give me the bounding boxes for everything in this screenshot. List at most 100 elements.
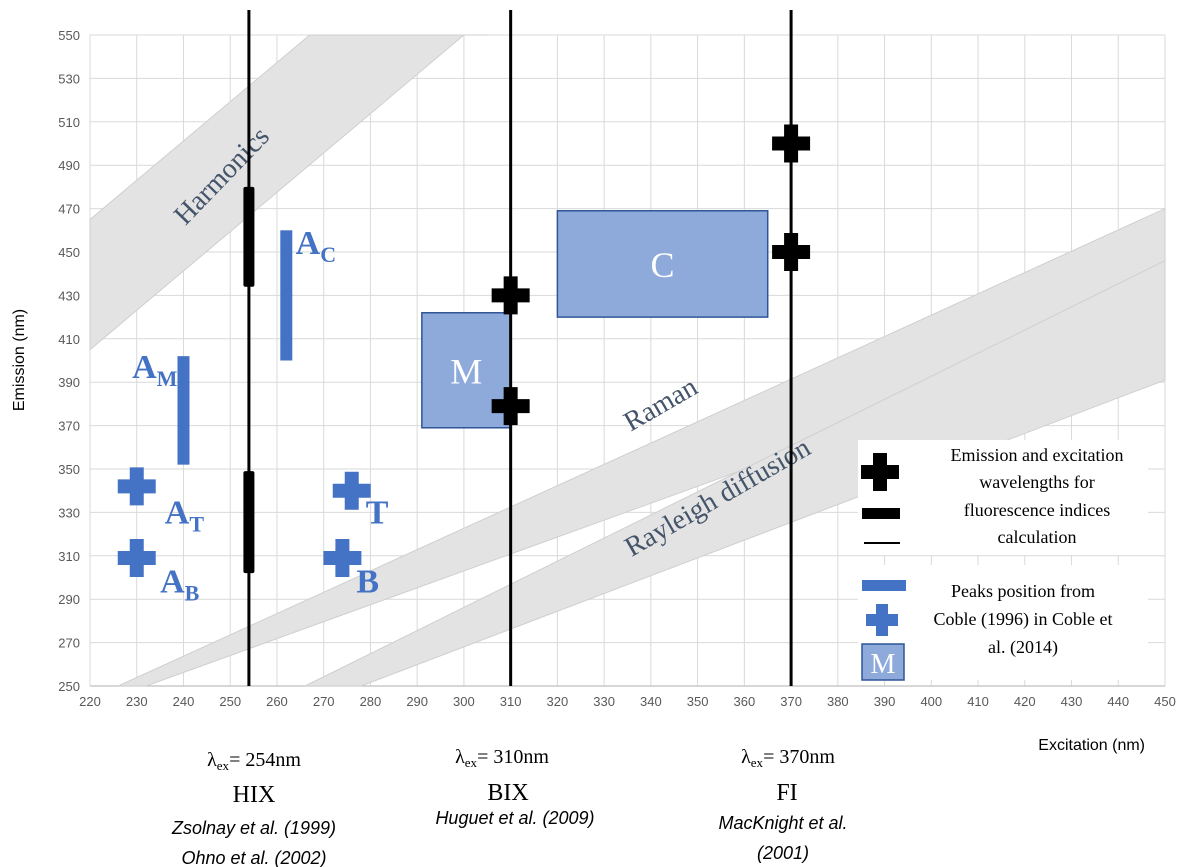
- y-tick-label-430: 430: [58, 288, 80, 303]
- peak-at-cross: [117, 467, 156, 506]
- y-tick-label-250: 250: [58, 679, 80, 694]
- caption-hix-ref1: Zsolnay et al. (1999): [171, 818, 336, 838]
- peak-boxes: MC: [421, 210, 769, 429]
- hix-lambda-value: = 254nm: [229, 749, 301, 771]
- x-tick-label-310: 310: [500, 694, 522, 709]
- x-tick-label-270: 270: [313, 694, 335, 709]
- label-am-main: A: [132, 349, 157, 386]
- x-tick-label-220: 220: [79, 694, 101, 709]
- hix-lambda-sub: ex: [217, 758, 230, 773]
- index-lines: [247, 10, 793, 686]
- x-tick-label-450: 450: [1154, 694, 1176, 709]
- caption-hix-ref2: Ohno et al. (2002): [181, 848, 326, 867]
- fi-cross-450: [772, 233, 811, 271]
- legend-item2-line3: al. (2014): [988, 637, 1058, 658]
- caption-fi-ref1: MacKnight et al.: [718, 813, 847, 833]
- caption-fi-index: FI: [776, 780, 797, 806]
- fi-lambda-symbol: λ: [741, 746, 751, 768]
- y-tick-label-310: 310: [58, 549, 80, 564]
- x-tick-label-360: 360: [733, 694, 755, 709]
- y-tick-label-370: 370: [58, 419, 80, 434]
- peak-am-bar: [177, 356, 190, 465]
- fi-lambda-value: = 370nm: [763, 746, 835, 768]
- legend-peak-bar-icon: [862, 580, 906, 591]
- x-tick-label-240: 240: [173, 694, 195, 709]
- label-b-main: B: [356, 564, 379, 601]
- x-tick-label-300: 300: [453, 694, 475, 709]
- caption-bix-index: BIX: [487, 780, 528, 806]
- y-tick-label-390: 390: [58, 375, 80, 390]
- bix-lambda-sub: ex: [465, 755, 478, 770]
- legend-cross-icon: [861, 453, 899, 491]
- caption-hix-lambda: λex= 254nm: [207, 749, 301, 773]
- x-axis-ticks: 220 230 240 250 260 270 280 290 300 310 320 330 340 3…: [79, 694, 1176, 709]
- legend: Emission and excitation wavelengths for …: [858, 440, 1148, 681]
- legend-peak-cross-icon: [866, 604, 898, 636]
- bix-cross-430: [491, 276, 530, 315]
- peak-c-box-label: C: [651, 245, 675, 285]
- y-tick-label-510: 510: [58, 115, 80, 130]
- label-ab: AB: [160, 564, 200, 606]
- legend-item1-line4: calculation: [998, 527, 1077, 547]
- label-b: B: [356, 564, 379, 601]
- caption-fi-ref2: (2001): [757, 843, 809, 863]
- peak-bars: [177, 230, 293, 465]
- y-axis-title: Emission (nm): [11, 309, 28, 411]
- peak-ab-cross: [117, 538, 156, 577]
- caption-bix: λex= 310nm BIX Huguet et al. (2009): [435, 746, 594, 828]
- legend-item1-line1: Emission and excitation: [951, 445, 1124, 465]
- x-tick-label-350: 350: [687, 694, 709, 709]
- x-tick-label-380: 380: [827, 694, 849, 709]
- x-axis-title: Excitation (nm): [1038, 737, 1145, 754]
- x-tick-label-370: 370: [780, 694, 802, 709]
- y-axis-ticks: 250 270 290 310 330 350 370 390 410 430 450 470 490 5…: [58, 28, 80, 694]
- label-ac: AC: [296, 225, 336, 267]
- legend-box-icon: [861, 643, 905, 681]
- x-tick-label-230: 230: [126, 694, 148, 709]
- label-t: T: [366, 494, 389, 531]
- bix-lambda-value: = 310nm: [477, 746, 549, 768]
- legend-cross-shape: [861, 453, 899, 491]
- y-tick-label-490: 490: [58, 158, 80, 173]
- x-tick-label-340: 340: [640, 694, 662, 709]
- label-ac-sub: C: [320, 242, 336, 267]
- x-tick-label-410: 410: [967, 694, 989, 709]
- caption-hix-index: HIX: [233, 782, 276, 808]
- hix-lambda-symbol: λ: [207, 749, 217, 771]
- legend-thick-bar-icon: [862, 508, 900, 519]
- hix-bar-low: [243, 471, 255, 574]
- y-tick-label-410: 410: [58, 332, 80, 347]
- fi-cross-500: [772, 124, 811, 163]
- x-tick-label-390: 390: [874, 694, 896, 709]
- fi-lambda-sub: ex: [751, 755, 764, 770]
- y-tick-label-550: 550: [58, 28, 80, 43]
- peak-b-cross: [323, 538, 362, 577]
- caption-hix: λex= 254nm HIX Zsolnay et al. (1999) Ohn…: [171, 749, 336, 867]
- legend-peak-cross-shape: [866, 604, 898, 636]
- label-at-main: A: [165, 494, 190, 531]
- label-at-sub: T: [189, 511, 204, 536]
- crosses: [117, 124, 811, 577]
- legend-item2-line1: Peaks position from: [951, 581, 1095, 601]
- label-at: AT: [165, 494, 205, 536]
- y-tick-label-290: 290: [58, 592, 80, 607]
- label-am-sub: M: [157, 366, 178, 391]
- x-tick-label-260: 260: [266, 694, 288, 709]
- legend-item2-line2: Coble (1996) in Coble et: [934, 609, 1113, 630]
- band-harmonics: [89, 34, 488, 351]
- index-captions: λex= 254nm HIX Zsolnay et al. (1999) Ohn…: [171, 746, 848, 867]
- x-tick-label-320: 320: [547, 694, 569, 709]
- x-tick-label-440: 440: [1107, 694, 1129, 709]
- label-am: AM: [132, 349, 178, 391]
- x-tick-label-280: 280: [360, 694, 382, 709]
- peak-c-box: [556, 210, 769, 318]
- y-tick-label-530: 530: [58, 71, 80, 86]
- x-tick-label-330: 330: [593, 694, 615, 709]
- caption-fi-lambda: λex= 370nm: [741, 746, 835, 770]
- x-tick-label-250: 250: [219, 694, 241, 709]
- label-ab-sub: B: [185, 581, 200, 606]
- label-ab-main: A: [160, 564, 185, 601]
- y-tick-label-350: 350: [58, 462, 80, 477]
- legend-cross-background: [858, 440, 1148, 555]
